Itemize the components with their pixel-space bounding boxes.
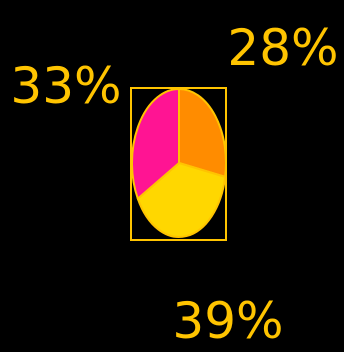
pie-slice-2 <box>131 87 180 201</box>
pie-slices <box>131 87 227 238</box>
pie-slice-0 <box>178 87 227 179</box>
pie-slice-1 <box>136 161 227 238</box>
slice-label-2: 33% <box>10 57 121 115</box>
slice-label-1: 39% <box>172 292 283 350</box>
slice-label-0: 28% <box>227 19 338 77</box>
